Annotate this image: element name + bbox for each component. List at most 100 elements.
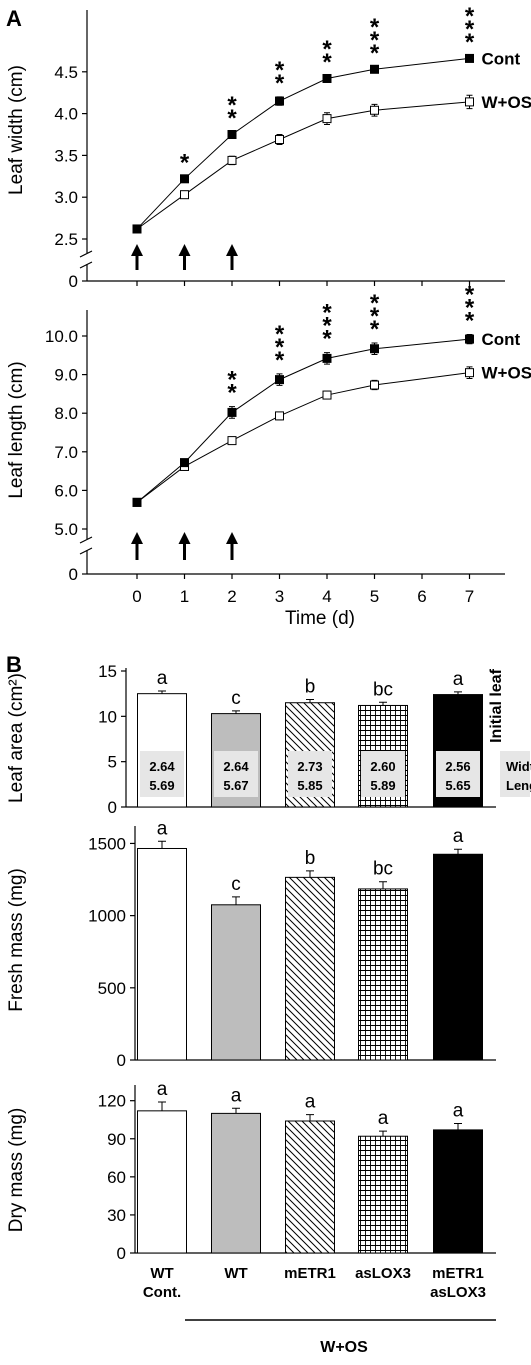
axis-break-mark (79, 536, 93, 555)
significance-letter: a (378, 1108, 389, 1129)
initial-width-value: 2.64 (149, 759, 175, 774)
data-point (465, 368, 474, 378)
y-tick-label: 120 (98, 1092, 126, 1111)
significance-star: * (227, 367, 237, 394)
data-point (180, 190, 189, 200)
significance-letter: bc (373, 859, 393, 880)
y-zero-label: 0 (69, 565, 78, 584)
error-bar (158, 1101, 166, 1111)
width-label: Width (506, 759, 531, 774)
y-axis-title: Fresh mass (mg) (6, 868, 27, 1012)
series-line-Cont (136, 338, 470, 503)
significance-star: * (465, 16, 475, 43)
significance-star: * (465, 29, 475, 56)
significance-letter: a (453, 669, 464, 690)
error-bar (232, 710, 240, 714)
significance-star: * (370, 290, 380, 317)
bar (137, 847, 187, 1061)
series-label: Cont (482, 330, 521, 349)
significance-star: * (370, 316, 380, 343)
data-point (227, 155, 237, 165)
initial-leaf-box (436, 751, 480, 797)
y-tick-label: 2.5 (54, 230, 78, 249)
y-tick-label: 1000 (88, 907, 126, 926)
y-tick-label: 5.0 (54, 520, 78, 539)
data-point (465, 334, 474, 344)
data-point (370, 64, 379, 74)
y-axis-title: Leaf area (cm²) (6, 673, 27, 803)
bar (433, 853, 483, 1061)
leaf-area-chart: 0 5 10 15 Leaf area (cm²) a c b bc a 2.64 5.69 2.64 5… (6, 662, 531, 817)
data-point (275, 411, 284, 421)
y-tick-label: 500 (98, 979, 126, 998)
initial-length-value: 5.67 (223, 778, 248, 793)
series-label: W+OS (482, 93, 531, 112)
error-bar (158, 690, 166, 694)
leaf-width-chart: 2.5 3.0 3.5 4.0 4.5 0 Leaf width (cm) W+OS Cont *… (6, 3, 531, 291)
treatment-arrow-head (226, 532, 238, 544)
significance-letter: b (305, 848, 316, 869)
y-axis-title: Leaf length (cm) (6, 361, 27, 498)
series-line-Cont (136, 57, 470, 230)
treatment-arrow-head (178, 244, 191, 256)
data-point (322, 353, 332, 363)
series-label: Cont (482, 49, 521, 68)
error-bar (379, 1130, 387, 1137)
significance-letter: b (305, 677, 316, 698)
treatment-arrow-head (178, 532, 191, 544)
significance-star: * (227, 92, 237, 119)
dry-mass-chart: 0 30 60 90 120 Dry mass (mg) a a a a a WT Cont. WT mET… (6, 1079, 496, 1356)
axis-break-mark (79, 250, 93, 269)
initial-length-value: 5.89 (370, 778, 395, 793)
initial-width-value: 2.73 (297, 759, 322, 774)
length-label: Length (506, 778, 531, 793)
data-point (275, 135, 284, 145)
category-label: mETR1 (284, 1265, 336, 1282)
data-point (227, 436, 237, 446)
initial-leaf-legend-box (500, 751, 530, 797)
initial-leaf-label: Initial leaf (488, 668, 505, 742)
significance-star: * (322, 326, 332, 353)
bar (433, 1129, 483, 1254)
initial-length-value: 5.85 (297, 778, 322, 793)
treatment-arrow-head (226, 244, 238, 256)
y-tick-label: 15 (98, 662, 117, 681)
y-tick-label: 30 (107, 1206, 126, 1225)
significance-star: * (275, 57, 285, 84)
error-bar (454, 1123, 462, 1130)
x-tick-label: 0 (132, 587, 141, 606)
significance-letter: a (231, 1085, 242, 1106)
initial-width-value: 2.64 (223, 759, 249, 774)
y-tick-label: 10 (98, 707, 117, 726)
bar (137, 1110, 187, 1254)
series-label: W+OS (482, 364, 531, 383)
error-bar (232, 896, 240, 905)
panel-a-label: A (6, 6, 22, 31)
y-tick-label: 5 (108, 753, 117, 772)
significance-star: * (370, 14, 380, 41)
series-line-W+OS (136, 372, 470, 503)
error-bar (306, 1114, 314, 1121)
significance-letter: a (157, 668, 168, 689)
bar (211, 904, 261, 1061)
y-axis-title: Dry mass (mg) (6, 1108, 27, 1233)
initial-length-value: 5.69 (149, 778, 174, 793)
leaf-length-chart: 5.0 6.0 7.0 8.0 9.0 10.0 0 0 1 2 3 4 5 6 7 Time (d) Leaf… (6, 281, 531, 629)
data-point (465, 53, 474, 63)
fresh-mass-chart: 0 500 1000 1500 Fresh mass (mg) a c b bc a (6, 818, 496, 1070)
significance-star: * (465, 281, 475, 308)
bar (358, 1135, 408, 1254)
data-point (275, 96, 284, 106)
y-zero-label: 0 (69, 272, 78, 291)
y-tick-label: 9.0 (54, 366, 78, 385)
x-tick-label: 4 (322, 587, 331, 606)
significance-star: * (370, 40, 380, 67)
treatment-arrow-head (131, 532, 143, 544)
error-bar (158, 840, 166, 849)
significance-letter: a (453, 826, 464, 847)
significance-star: * (322, 313, 332, 340)
significance-star: * (465, 294, 475, 321)
bar (285, 1120, 335, 1254)
error-bar (379, 881, 387, 889)
error-bar (454, 848, 462, 855)
